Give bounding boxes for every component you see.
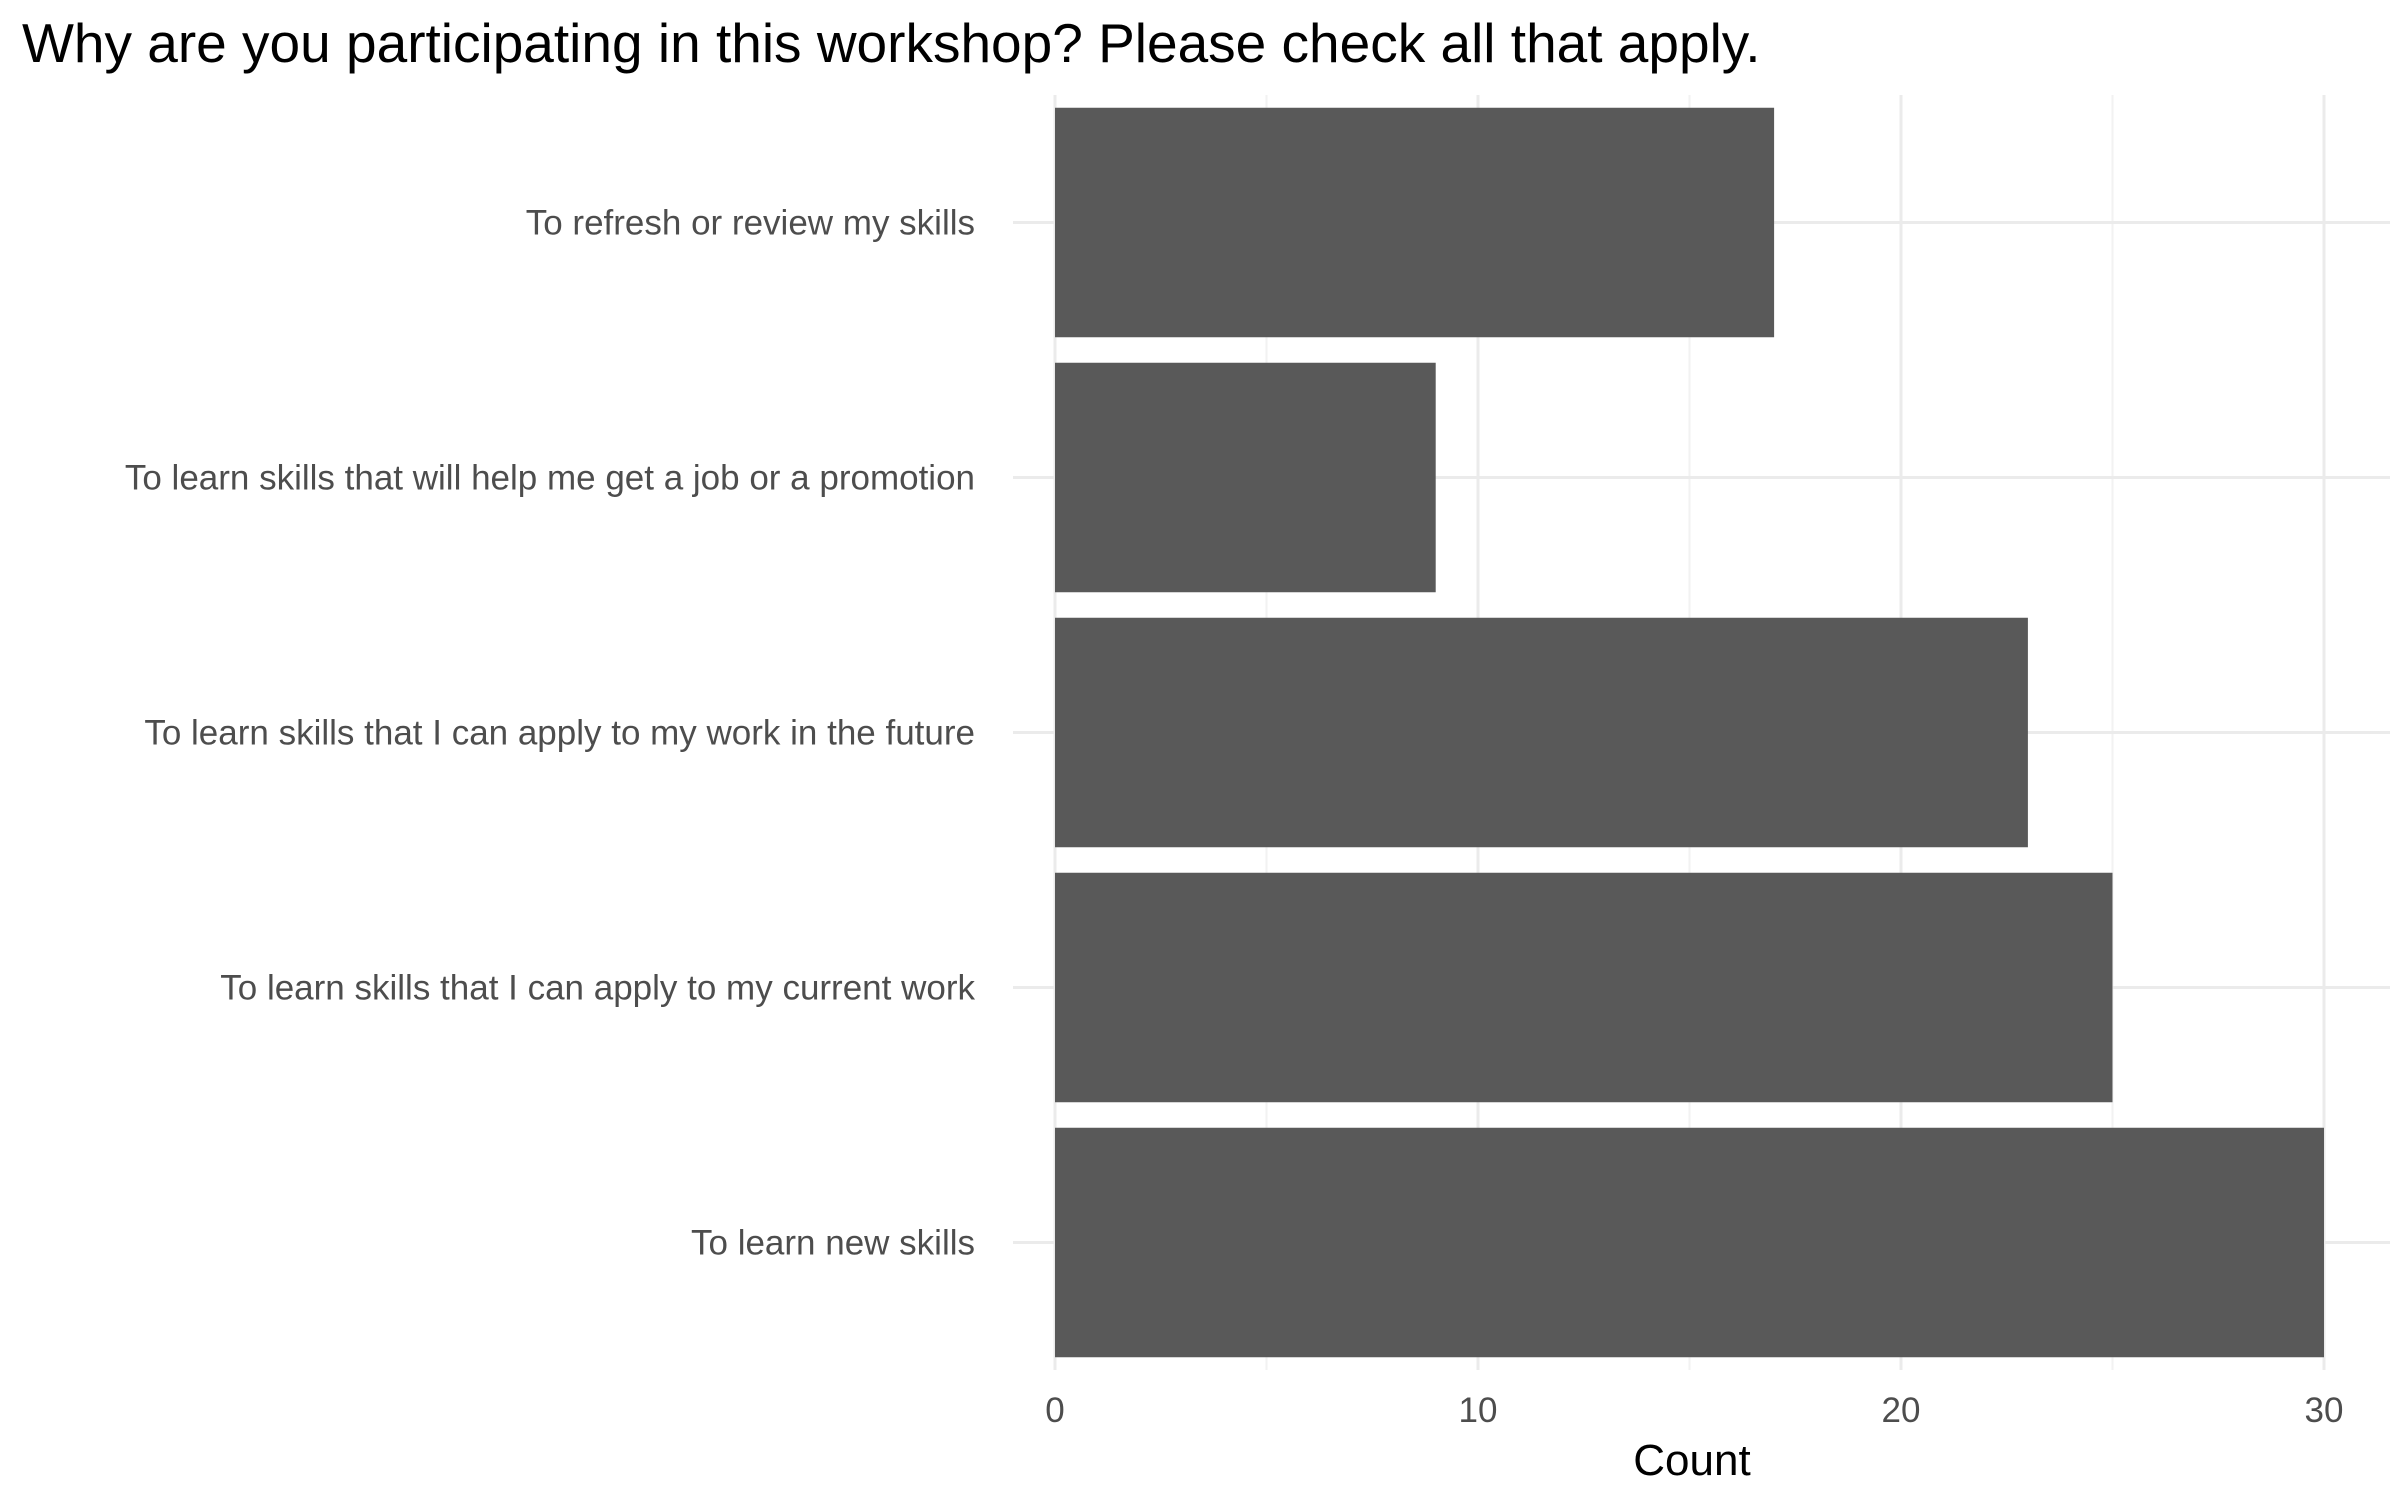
category-label: To learn skills that I can apply to my c… (220, 969, 975, 1008)
x-tick-label: 30 (2305, 1391, 2344, 1430)
chart-title: Why are you participating in this worksh… (22, 12, 1761, 74)
bar (1055, 617, 2028, 848)
category-label: To learn skills that will help me get a … (125, 459, 975, 498)
bar (1055, 362, 1436, 593)
bar (1055, 872, 2113, 1103)
bar (1055, 1127, 2324, 1358)
category-label: To learn new skills (691, 1224, 975, 1263)
x-tick-label: 20 (1882, 1391, 1921, 1430)
x-tick-label: 0 (1045, 1391, 1064, 1430)
bar (1055, 107, 1775, 338)
category-label: To refresh or review my skills (526, 204, 975, 243)
bars (1055, 107, 2324, 1358)
category-labels: To refresh or review my skills To learn s… (125, 204, 976, 1263)
category-label: To learn skills that I can apply to my w… (144, 714, 975, 753)
x-axis-ticks: 0 10 20 30 (1045, 1391, 2343, 1430)
x-axis-title: Count (1633, 1436, 1750, 1485)
x-tick-label: 10 (1459, 1391, 1498, 1430)
